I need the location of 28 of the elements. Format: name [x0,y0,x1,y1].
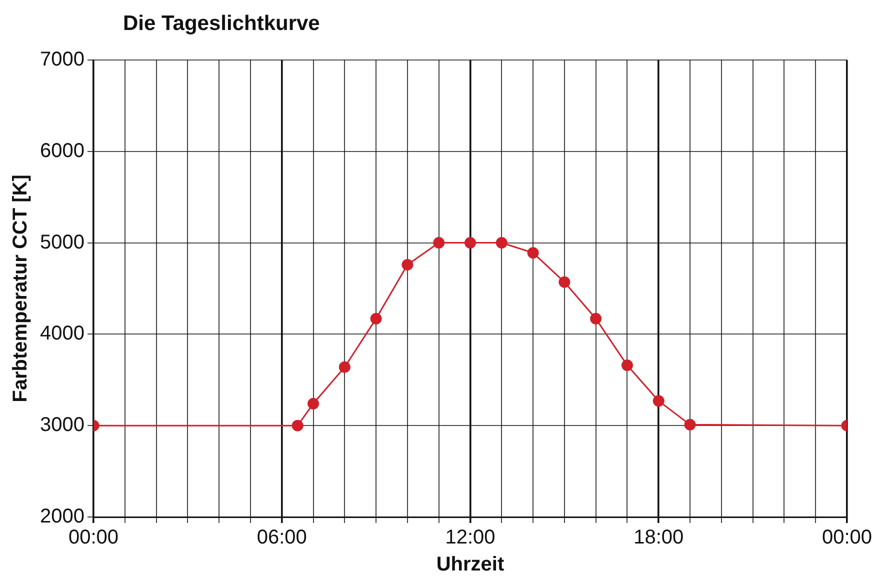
x-tick-label: 06:00 [256,526,307,549]
y-tick-label: 7000 [40,48,84,71]
x-tick-label: 00:00 [68,526,119,549]
point [590,312,602,324]
point [684,418,696,430]
chart-title: Die Tageslichtkurve [123,12,320,36]
y-tick-label: 6000 [40,140,84,162]
point [621,360,633,372]
y-tick-label: 5000 [40,231,84,254]
point [402,258,414,270]
point [558,276,570,288]
x-tick-label: 18:00 [634,526,684,549]
x-tick-label: 12:00 [445,526,496,549]
y-tick-label: 4000 [40,322,84,345]
point [464,237,476,249]
point [652,395,664,407]
x-tick-label: 00:00 [822,526,872,549]
point [370,312,382,324]
point [308,398,320,410]
y-tick-label: 3000 [40,414,84,436]
point [433,237,445,249]
y-tick-label: 2000 [40,506,84,528]
y-axis-title: Farbtemperatur CCT [K] [10,174,32,402]
point [496,237,508,249]
point [338,361,350,373]
x-axis-title: Uhrzeit [436,554,504,576]
point [527,247,539,259]
point [292,420,304,432]
